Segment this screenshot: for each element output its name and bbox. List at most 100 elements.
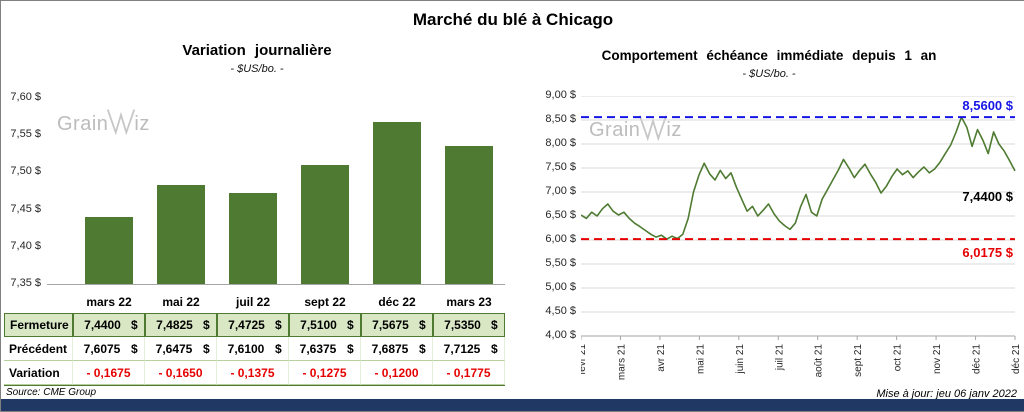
line-y-tick-label: 5,00 $ <box>545 281 576 293</box>
dollar-sign: $ <box>203 318 210 332</box>
x-axis-label: juin 21 <box>735 344 746 375</box>
bar-y-tick-label: 7,50 $ <box>10 165 41 178</box>
x-axis-label: déc 21 <box>1011 344 1021 374</box>
footer-bar <box>1 399 1024 411</box>
x-axis-label: déc 21 <box>972 344 983 374</box>
table-cell: 7,5100 $ <box>289 313 361 337</box>
table-cell: 7,4725 $ <box>217 313 289 337</box>
row-label: Fermeture <box>4 313 73 337</box>
price-table: mars 22 mai 22 juil 22 sept 22 déc 22 mars 23… <box>4 291 505 386</box>
watermark-text-iz: iz <box>666 119 682 141</box>
bar-y-tick-label: 7,55 $ <box>10 128 41 141</box>
month-header: mars 23 <box>446 295 492 309</box>
month-header: juil 22 <box>235 295 270 309</box>
dollar-sign: $ <box>347 318 354 332</box>
dollar-sign: $ <box>275 318 282 332</box>
table-cell: 7,4825 $ <box>145 313 217 337</box>
cell-value: 7,6100 <box>227 341 265 356</box>
bar-y-tick-label: 7,35 $ <box>10 277 41 289</box>
bar <box>445 146 493 284</box>
line-chart-y-axis: 9,00 $ 8,50 $ 8,00 $ 7,50 $ 7,00 $ 6,50 $ 6,00… <box>535 89 576 350</box>
cell-value: 7,4825 <box>156 318 193 332</box>
table-cell: - 0,1275 <box>289 361 361 385</box>
wheat-w-logo-icon <box>639 115 668 141</box>
source-note: Source: CME Group <box>6 387 97 398</box>
dollar-sign: $ <box>491 341 498 356</box>
bar <box>373 122 421 284</box>
table-cell: - 0,1200 <box>361 361 433 385</box>
cell-value: 7,6075 <box>83 341 121 356</box>
bar <box>157 185 205 284</box>
table-cell: - 0,1650 <box>145 361 217 385</box>
page-title: Marché du blé à Chicago <box>412 10 614 29</box>
table-cell: 7,5350 $ <box>433 313 505 337</box>
x-axis-label: mai 21 <box>695 344 706 374</box>
last-price-label: 7,4400 $ <box>962 188 1013 204</box>
watermark-text-iz: iz <box>134 113 150 135</box>
x-axis-label: févr 21 <box>581 344 588 375</box>
cell-value: 7,5100 <box>300 318 337 332</box>
price-line <box>581 116 1016 240</box>
x-axis-label: sept 21 <box>853 344 864 377</box>
x-axis-label: août 21 <box>814 344 825 378</box>
line-y-tick-label: 8,50 $ <box>545 113 576 125</box>
cell-value: 7,5675 <box>372 318 409 332</box>
dollar-sign: $ <box>419 341 426 356</box>
table-cell: - 0,1375 <box>217 361 289 385</box>
line-y-tick-label: 8,00 $ <box>545 137 576 149</box>
dollar-sign: $ <box>275 341 282 356</box>
bar <box>301 165 349 284</box>
watermark-text-grain: Grain <box>57 113 109 135</box>
line-y-tick-label: 7,50 $ <box>545 161 576 173</box>
table-cell: 7,6100 $ <box>217 337 289 361</box>
cell-value: 7,4725 <box>228 318 265 332</box>
table-cell: 7,7125 $ <box>433 337 505 361</box>
grainwiz-watermark: Grain iz <box>589 113 682 141</box>
table-cell: 7,5675 $ <box>361 313 433 337</box>
x-axis-label: mars 21 <box>616 344 627 381</box>
table-cell: 7,4400 $ <box>73 313 145 337</box>
table-corner <box>4 291 73 313</box>
dollar-sign: $ <box>491 318 498 332</box>
bar-y-tick-label: 7,60 $ <box>10 91 41 103</box>
line-y-tick-label: 9,00 $ <box>545 89 576 101</box>
table-cell: 7,6375 $ <box>289 337 361 361</box>
bar-chart-subtitle: - $US/bo. - <box>230 63 284 75</box>
line-y-tick-label: 4,00 $ <box>545 329 576 341</box>
low-price-label: 6,0175 $ <box>962 245 1013 261</box>
bar-y-tick-label: 7,45 $ <box>10 202 41 215</box>
month-header: mars 22 <box>86 295 132 309</box>
x-axis-label: juil 21 <box>774 344 785 372</box>
grainwiz-watermark: Grain iz <box>57 107 150 135</box>
row-label: Variation <box>4 361 73 385</box>
table-cell: - 0,1675 <box>73 361 145 385</box>
bar <box>85 217 133 284</box>
line-y-tick-label: 4,50 $ <box>545 305 576 317</box>
dollar-sign: $ <box>131 341 138 356</box>
dollar-sign: $ <box>203 341 210 356</box>
cell-value: 7,7125 <box>443 341 481 356</box>
cell-value: 7,5350 <box>444 318 481 332</box>
x-axis-label: oct 21 <box>893 344 904 372</box>
updated-note: Mise à jour: jeu 06 janv 2022 <box>876 388 1017 400</box>
month-header: mai 22 <box>162 295 200 309</box>
line-y-tick-label: 6,50 $ <box>545 209 576 221</box>
cell-value: 7,4400 <box>84 318 121 332</box>
cell-value: 7,6875 <box>371 341 409 356</box>
cell-value: 7,6375 <box>299 341 337 356</box>
wheat-w-logo-icon <box>107 109 136 135</box>
bar-y-tick-label: 7,40 $ <box>10 239 41 252</box>
dollar-sign: $ <box>347 341 354 356</box>
line-chart-plot: févr 21 mars 21 avr 21 mai 21 juin 21 juil 21… <box>581 96 1021 381</box>
month-header: déc 22 <box>378 295 416 309</box>
table-cell: 7,6475 $ <box>145 337 217 361</box>
high-price-label: 8,5600 $ <box>962 98 1013 114</box>
line-chart-subtitle: - $US/bo. - <box>742 68 796 80</box>
row-label: Précédent <box>4 337 73 361</box>
watermark-text-grain: Grain <box>589 119 641 141</box>
table-cell: 7,6875 $ <box>361 337 433 361</box>
x-axis-label: avr 21 <box>656 344 667 372</box>
bar-chart-plot <box>47 98 505 285</box>
bar-chart-title: Variation journalière <box>182 42 332 59</box>
table-cell: - 0,1775 <box>433 361 505 385</box>
